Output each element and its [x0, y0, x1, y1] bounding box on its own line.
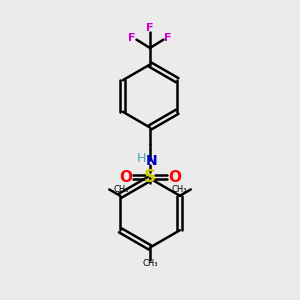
Text: O: O: [168, 169, 181, 184]
Text: F: F: [128, 33, 136, 43]
Text: H: H: [136, 152, 146, 165]
Text: CH₃: CH₃: [142, 260, 158, 268]
Text: CH₃: CH₃: [171, 185, 187, 194]
Text: F: F: [146, 23, 154, 33]
Text: CH₃: CH₃: [113, 185, 129, 194]
Text: O: O: [119, 169, 132, 184]
Text: N: N: [146, 154, 157, 168]
Text: F: F: [164, 33, 172, 43]
Text: S: S: [144, 168, 156, 186]
